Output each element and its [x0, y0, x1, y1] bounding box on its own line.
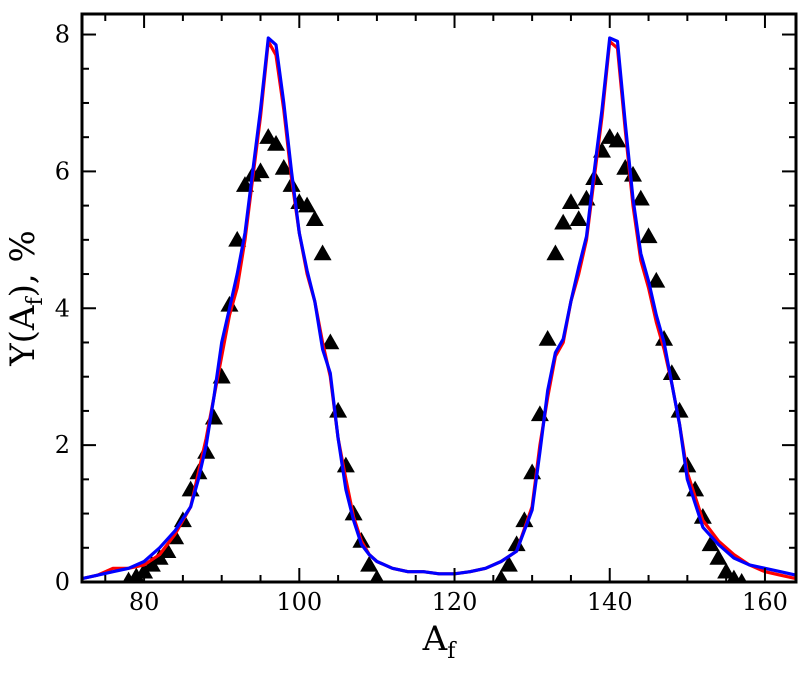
triangle-marker	[671, 402, 689, 418]
triangle-marker	[554, 214, 572, 230]
y-tick-label: 4	[55, 294, 70, 322]
x-tick-label: 140	[587, 588, 633, 616]
tick-layer: 80 100 120 140 160 0 2 4 6 8	[55, 14, 796, 616]
series-line-blue	[82, 38, 796, 579]
y-tick-label: 6	[55, 157, 70, 185]
y-axis-label-tail: ), %	[3, 230, 43, 297]
y-tick-label: 0	[55, 568, 70, 596]
y-tick-label: 2	[55, 431, 70, 459]
series-markers	[120, 128, 751, 589]
triangle-marker	[337, 457, 355, 473]
x-tick-label: 80	[129, 588, 160, 616]
triangle-marker	[539, 330, 557, 346]
y-tick-label: 8	[55, 21, 70, 49]
triangle-marker	[314, 245, 332, 261]
y-axis-label: Y(Af), %	[3, 230, 48, 367]
triangle-marker	[546, 245, 564, 261]
data-layer	[82, 38, 796, 589]
triangle-marker	[570, 210, 588, 226]
x-tick-label: 120	[432, 588, 478, 616]
x-axis-label-main: A	[422, 619, 448, 659]
x-axis-label-sub: f	[447, 639, 457, 664]
x-tick-label: 100	[276, 588, 322, 616]
x-axis-label: Af	[422, 619, 458, 664]
triangle-marker	[329, 402, 347, 418]
series-line-red	[82, 41, 796, 578]
triangle-marker	[306, 210, 324, 226]
y-axis-label-main: Y(A	[3, 305, 43, 367]
triangle-marker	[562, 193, 580, 209]
plot-frame	[82, 14, 796, 582]
triangle-marker	[640, 227, 658, 243]
x-tick-label: 160	[742, 588, 788, 616]
